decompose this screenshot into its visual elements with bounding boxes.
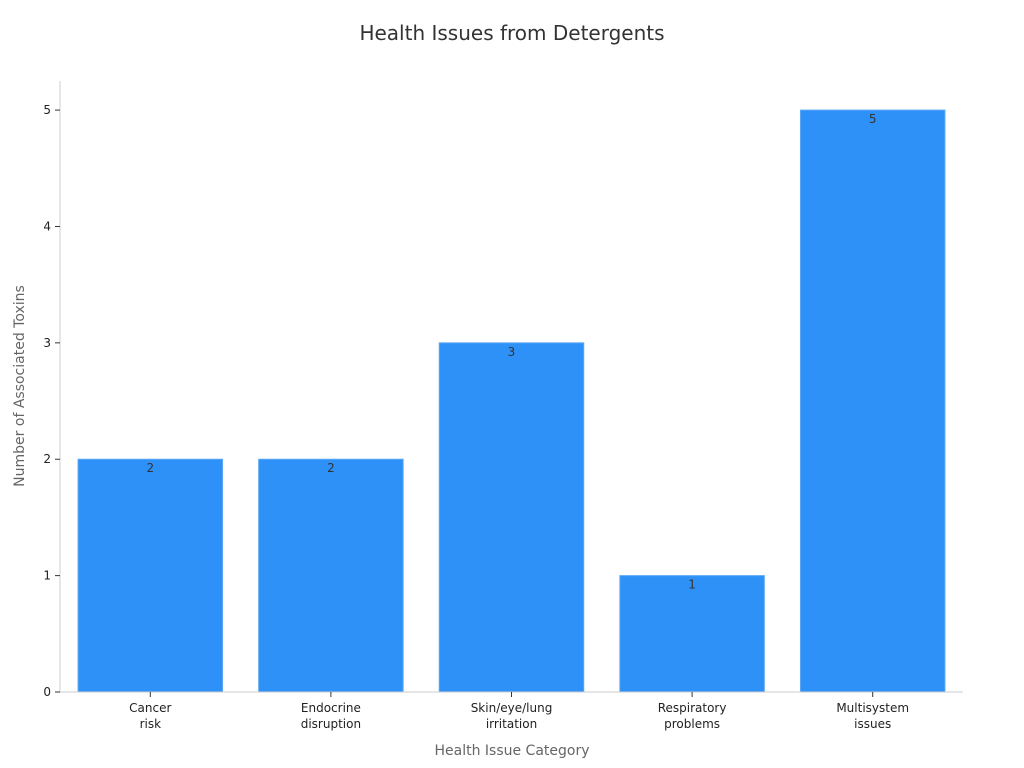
chart-title: Health Issues from Detergents	[359, 21, 664, 45]
y-tick-label: 2	[43, 452, 51, 466]
plot-area: 2 2 3 1 5 0 1 2 3 4 5 Cancer risk Endocrine disruption…	[43, 81, 963, 731]
bar	[619, 575, 765, 693]
data-label: 3	[508, 345, 516, 359]
x-tick-label: Multisystem issues	[836, 701, 909, 731]
bar	[77, 458, 224, 693]
y-tick-label: 5	[43, 103, 51, 117]
x-tick-label: Respiratory problems	[658, 701, 727, 731]
data-label: 2	[146, 461, 154, 475]
x-tick-label: Cancer risk	[129, 701, 171, 731]
x-axis-title: Health Issue Category	[434, 743, 589, 759]
y-axis-title: Number of Associated Toxins	[12, 285, 28, 487]
y-tick-label: 0	[43, 685, 51, 699]
bar	[799, 109, 946, 693]
y-tick-label: 4	[43, 219, 51, 233]
data-label: 5	[869, 112, 877, 126]
data-label: 2	[327, 461, 335, 475]
y-tick-label: 3	[43, 336, 51, 350]
data-label: 1	[688, 578, 696, 592]
x-tick-label: Endocrine disruption	[301, 701, 361, 731]
x-tick-label: Skin/eye/lung irritation	[471, 701, 553, 731]
y-tick-label: 1	[43, 569, 51, 583]
bar	[438, 342, 585, 693]
bar	[258, 458, 404, 693]
